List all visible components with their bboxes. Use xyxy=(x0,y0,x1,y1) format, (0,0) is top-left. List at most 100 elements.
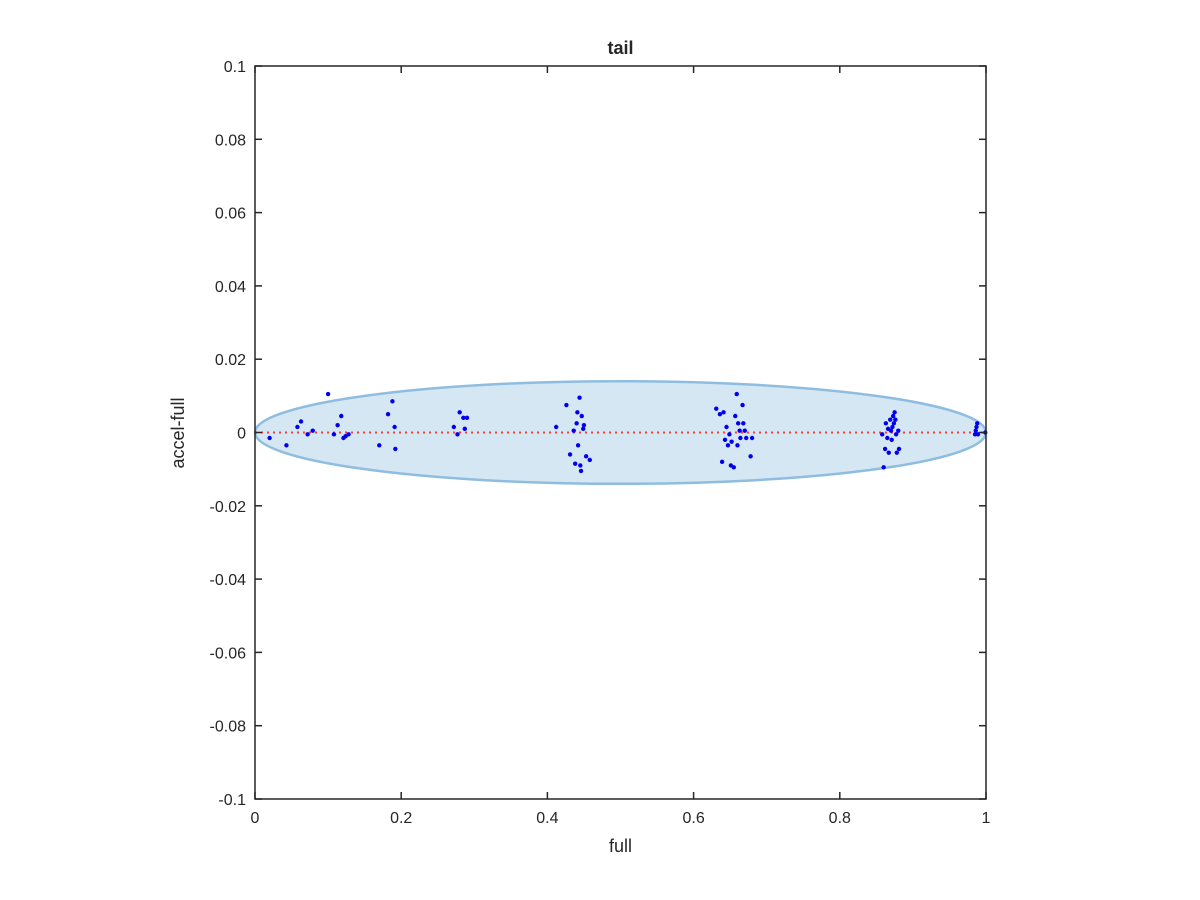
data-point xyxy=(731,465,737,470)
data-point xyxy=(892,410,897,415)
data-point xyxy=(725,443,731,448)
data-point xyxy=(567,452,573,457)
y-tick-label: -0.04 xyxy=(210,572,247,589)
data-point xyxy=(889,437,894,443)
data-point xyxy=(883,421,889,426)
data-point xyxy=(325,391,331,397)
data-point xyxy=(305,432,310,437)
data-point xyxy=(310,428,315,433)
data-point xyxy=(975,421,980,426)
data-point xyxy=(886,450,891,455)
y-tick-label: 0.02 xyxy=(215,352,246,369)
x-axis-label: full xyxy=(609,836,632,856)
data-point xyxy=(973,428,978,433)
data-point xyxy=(578,463,583,468)
y-tick-label: 0 xyxy=(237,426,246,443)
data-point xyxy=(896,446,902,452)
data-point xyxy=(896,428,901,433)
data-point xyxy=(734,391,739,397)
data-point xyxy=(461,415,466,421)
data-point xyxy=(298,419,304,424)
y-tick-label: 0.06 xyxy=(215,206,246,223)
chart-title: tail xyxy=(607,38,633,58)
data-point xyxy=(735,421,741,426)
y-tick-label: 0.04 xyxy=(215,279,246,296)
data-point xyxy=(583,454,589,459)
data-point xyxy=(579,413,584,419)
data-point xyxy=(741,421,746,426)
data-point xyxy=(727,432,732,437)
y-tick-label: -0.02 xyxy=(210,499,247,516)
data-point xyxy=(885,435,890,441)
data-point xyxy=(893,432,899,437)
data-point xyxy=(733,413,738,419)
x-tick-label: 0.8 xyxy=(829,810,851,827)
plot-area xyxy=(253,379,988,486)
data-point xyxy=(457,410,462,415)
data-point xyxy=(729,439,734,444)
x-tick-label: 0.4 xyxy=(536,810,558,827)
data-point xyxy=(714,406,719,411)
data-point xyxy=(339,413,344,419)
data-point xyxy=(462,426,467,432)
data-point xyxy=(455,432,460,437)
data-point xyxy=(392,424,397,430)
data-point xyxy=(737,428,742,433)
data-point xyxy=(974,424,979,430)
data-point xyxy=(577,395,582,400)
data-point xyxy=(735,443,740,448)
data-point xyxy=(719,459,725,465)
data-point xyxy=(881,465,886,470)
data-point xyxy=(284,443,289,448)
data-point xyxy=(331,432,337,437)
y-tick-label: -0.1 xyxy=(218,792,246,809)
data-point xyxy=(888,417,893,422)
data-point xyxy=(581,426,586,432)
data-point xyxy=(575,410,580,415)
data-point xyxy=(574,421,579,426)
data-point xyxy=(464,415,470,421)
data-point xyxy=(749,435,755,441)
x-tick-label: 0.6 xyxy=(682,810,704,827)
data-point xyxy=(879,432,885,437)
x-tick-label: 0 xyxy=(251,810,260,827)
y-tick-label: 0.1 xyxy=(224,59,246,76)
data-point xyxy=(742,428,747,433)
data-point xyxy=(724,424,729,430)
y-axis-label: accel-full xyxy=(168,397,188,468)
data-point xyxy=(721,410,726,415)
data-point xyxy=(722,437,728,443)
data-point xyxy=(717,411,723,417)
axes: 0 0.2 0.4 0.6 0.8 1 0.1 0.08 0.06 0.04 0.02 0 -0.02 -… xyxy=(210,59,991,827)
y-tick-label: 0.08 xyxy=(215,132,246,149)
data-point xyxy=(587,457,592,463)
data-point xyxy=(890,424,895,430)
data-point xyxy=(890,413,896,419)
y-tick-label: -0.08 xyxy=(210,719,247,736)
data-point xyxy=(578,468,584,474)
data-point xyxy=(882,446,888,452)
data-point xyxy=(564,402,569,408)
data-point xyxy=(346,432,351,437)
data-point xyxy=(740,402,745,408)
data-point xyxy=(893,417,898,422)
data-point xyxy=(891,421,897,426)
data-point xyxy=(377,443,382,448)
data-point xyxy=(575,443,581,448)
data-point xyxy=(894,450,900,455)
y-tick-label: -0.06 xyxy=(210,645,247,662)
data-point xyxy=(888,428,894,433)
data-point xyxy=(295,424,300,430)
data-point xyxy=(748,454,753,459)
data-point xyxy=(738,435,743,441)
data-point xyxy=(267,435,272,441)
data-point xyxy=(744,435,749,441)
data-point xyxy=(451,424,457,430)
data-point xyxy=(571,428,576,433)
data-point xyxy=(393,446,398,452)
x-tick-label: 0.2 xyxy=(390,810,412,827)
x-tick-label: 1 xyxy=(982,810,991,827)
data-point xyxy=(335,422,340,428)
data-point xyxy=(553,424,559,430)
